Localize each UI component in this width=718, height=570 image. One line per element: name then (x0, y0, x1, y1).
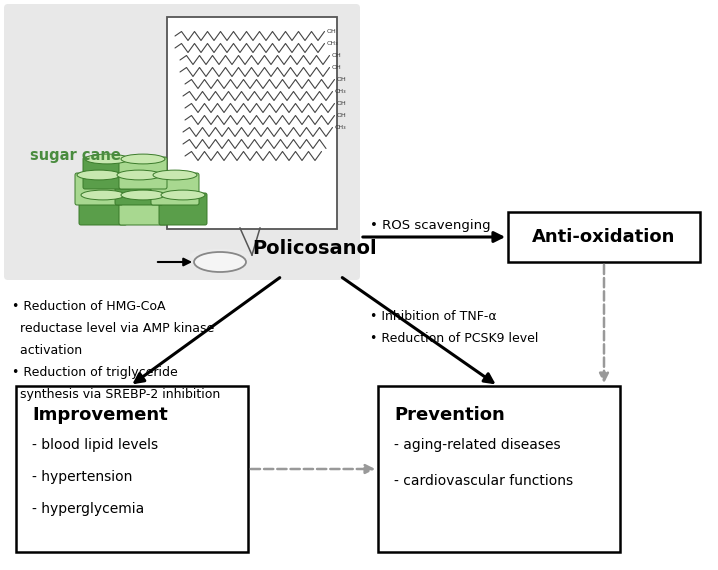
Text: - hypertension: - hypertension (32, 470, 132, 484)
Ellipse shape (81, 190, 125, 200)
FancyBboxPatch shape (16, 386, 248, 552)
FancyBboxPatch shape (119, 193, 167, 225)
Text: CH₃: CH₃ (327, 41, 338, 46)
Text: Improvement: Improvement (32, 406, 168, 424)
Text: • Reduction of HMG-CoA: • Reduction of HMG-CoA (12, 300, 166, 313)
Text: • Inhibition of TNF-α: • Inhibition of TNF-α (370, 310, 497, 323)
Text: CH₃: CH₃ (335, 125, 346, 130)
FancyBboxPatch shape (4, 4, 360, 280)
Ellipse shape (194, 252, 246, 272)
Text: • ROS scavenging: • ROS scavenging (370, 219, 490, 232)
Text: activation: activation (12, 344, 82, 357)
Text: - blood lipid levels: - blood lipid levels (32, 438, 158, 452)
Text: CH₃: CH₃ (335, 89, 346, 94)
FancyBboxPatch shape (119, 157, 167, 189)
FancyBboxPatch shape (83, 157, 131, 189)
Ellipse shape (121, 190, 165, 200)
FancyBboxPatch shape (75, 173, 123, 205)
FancyBboxPatch shape (159, 193, 207, 225)
Text: OH: OH (332, 65, 341, 70)
FancyBboxPatch shape (508, 212, 700, 262)
Ellipse shape (153, 170, 197, 180)
Text: OH: OH (337, 113, 346, 118)
FancyBboxPatch shape (79, 193, 127, 225)
FancyBboxPatch shape (115, 173, 163, 205)
Text: synthesis via SREBP-2 inhibition: synthesis via SREBP-2 inhibition (12, 388, 220, 401)
Ellipse shape (161, 190, 205, 200)
Text: OH: OH (332, 53, 341, 58)
Text: OH: OH (337, 77, 346, 82)
Text: OH: OH (337, 101, 346, 106)
Text: OH: OH (327, 29, 336, 34)
Text: • Reduction of PCSK9 level: • Reduction of PCSK9 level (370, 332, 538, 345)
FancyBboxPatch shape (167, 17, 337, 229)
Ellipse shape (117, 170, 161, 180)
Ellipse shape (77, 170, 121, 180)
Text: Policosanol: Policosanol (252, 238, 377, 258)
Text: Prevention: Prevention (394, 406, 505, 424)
Text: - hyperglycemia: - hyperglycemia (32, 502, 144, 516)
Ellipse shape (121, 154, 165, 164)
FancyBboxPatch shape (151, 173, 199, 205)
Text: - aging-related diseases: - aging-related diseases (394, 438, 561, 452)
Text: - cardiovascular functions: - cardiovascular functions (394, 474, 573, 488)
Text: • Reduction of triglyceride: • Reduction of triglyceride (12, 366, 178, 379)
Text: reductase level via AMP kinase: reductase level via AMP kinase (12, 322, 214, 335)
Text: Anti-oxidation: Anti-oxidation (532, 228, 676, 246)
FancyBboxPatch shape (378, 386, 620, 552)
Text: sugar cane: sugar cane (30, 148, 121, 163)
Ellipse shape (189, 249, 251, 263)
Ellipse shape (85, 154, 129, 164)
